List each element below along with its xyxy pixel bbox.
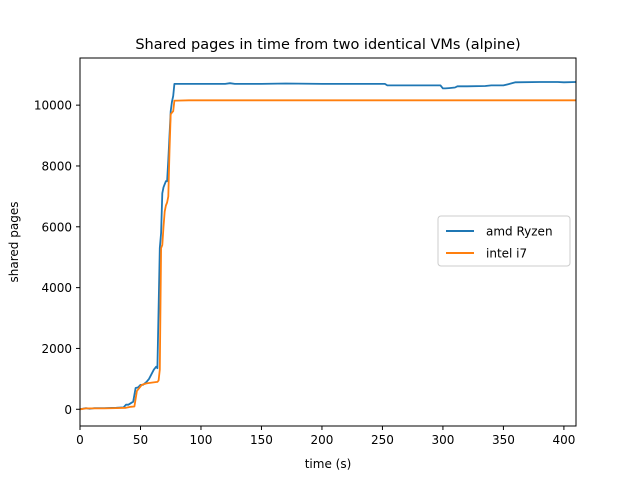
x-tick-label: 100 (190, 433, 213, 447)
series-line-amd-ryzen (79, 81, 577, 411)
x-tick-label: 350 (492, 433, 515, 447)
y-axis-title: shared pages (7, 202, 21, 283)
x-tick-label: 150 (250, 433, 273, 447)
x-axis-ticks: 0 50 100 150 200 250 300 350 400 (76, 426, 575, 447)
x-tick-label: 250 (371, 433, 394, 447)
x-tick-label: 0 (76, 433, 84, 447)
legend-label-intel-i7: intel i7 (486, 247, 527, 261)
x-tick-label: 200 (310, 433, 333, 447)
y-tick-label: 0 (64, 403, 72, 417)
plot-frame (79, 57, 577, 427)
legend-label-amd-ryzen: amd Ryzen (486, 225, 553, 239)
y-tick-label: 10000 (34, 99, 72, 113)
series-layer (79, 81, 577, 411)
legend: amd Ryzen intel i7 (437, 215, 571, 267)
chart-title: Shared pages in time from two identical … (135, 37, 520, 53)
y-tick-label: 8000 (41, 159, 72, 173)
y-axis-ticks: 0 2000 4000 6000 8000 10000 (34, 99, 80, 417)
y-tick-label: 6000 (41, 220, 72, 234)
x-tick-label: 50 (133, 433, 148, 447)
x-tick-label: 300 (431, 433, 454, 447)
x-axis-title: time (s) (305, 457, 352, 471)
x-tick-label: 400 (552, 433, 575, 447)
y-tick-label: 4000 (41, 281, 72, 295)
y-tick-label: 2000 (41, 342, 72, 356)
series-line-intel-i7 (79, 99, 576, 411)
